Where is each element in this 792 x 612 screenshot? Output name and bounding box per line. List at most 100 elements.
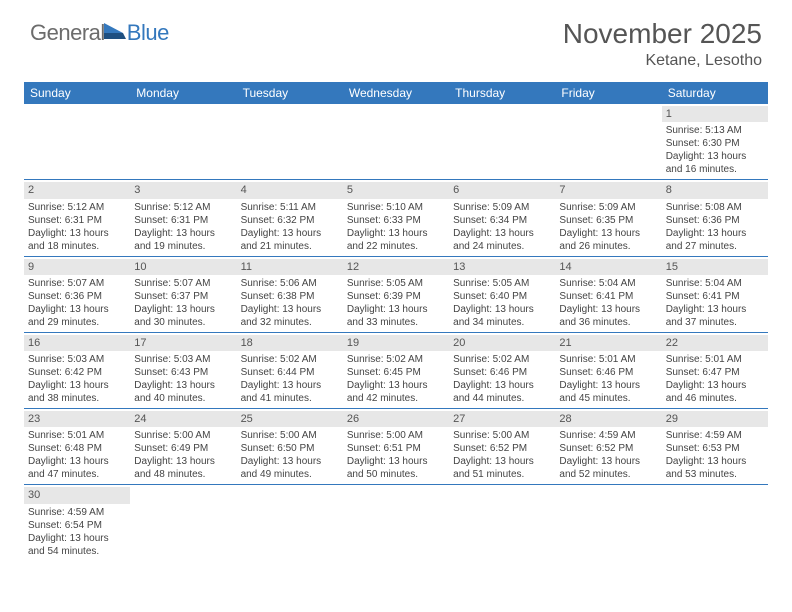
day-number-bar: 5	[343, 182, 449, 198]
daylight-line-2: and 19 minutes.	[134, 240, 232, 253]
sunset-line: Sunset: 6:36 PM	[666, 214, 764, 227]
day-number-bar: 17	[130, 335, 236, 351]
daylight-line-1: Daylight: 13 hours	[666, 455, 764, 468]
empty-cell	[343, 485, 449, 560]
day-cell: 17Sunrise: 5:03 AMSunset: 6:43 PMDayligh…	[130, 333, 236, 408]
day-cell: 15Sunrise: 5:04 AMSunset: 6:41 PMDayligh…	[662, 257, 768, 332]
day-of-week-header: SundayMondayTuesdayWednesdayThursdayFrid…	[24, 82, 768, 104]
day-number: 13	[453, 261, 465, 273]
day-number: 4	[241, 184, 247, 196]
empty-cell	[555, 485, 661, 560]
daylight-line-1: Daylight: 13 hours	[347, 227, 445, 240]
empty-cell	[237, 104, 343, 179]
sunrise-line: Sunrise: 5:12 AM	[28, 201, 126, 214]
empty-cell	[343, 104, 449, 179]
calendar: SundayMondayTuesdayWednesdayThursdayFrid…	[24, 82, 768, 561]
daylight-line-1: Daylight: 13 hours	[28, 303, 126, 316]
logo-general: General	[30, 20, 105, 46]
day-cell: 3Sunrise: 5:12 AMSunset: 6:31 PMDaylight…	[130, 180, 236, 255]
week-row: 2Sunrise: 5:12 AMSunset: 6:31 PMDaylight…	[24, 180, 768, 256]
day-number: 23	[28, 413, 40, 425]
sunset-line: Sunset: 6:34 PM	[453, 214, 551, 227]
daylight-line-2: and 51 minutes.	[453, 468, 551, 481]
sunrise-line: Sunrise: 4:59 AM	[666, 429, 764, 442]
sunrise-line: Sunrise: 5:06 AM	[241, 277, 339, 290]
day-cell: 8Sunrise: 5:08 AMSunset: 6:36 PMDaylight…	[662, 180, 768, 255]
sunrise-line: Sunrise: 5:09 AM	[453, 201, 551, 214]
sunrise-line: Sunrise: 5:08 AM	[666, 201, 764, 214]
sunset-line: Sunset: 6:30 PM	[666, 137, 764, 150]
day-number-bar: 20	[449, 335, 555, 351]
day-of-week-label: Wednesday	[343, 82, 449, 104]
sunset-line: Sunset: 6:35 PM	[559, 214, 657, 227]
sunrise-line: Sunrise: 5:00 AM	[134, 429, 232, 442]
daylight-line-2: and 44 minutes.	[453, 392, 551, 405]
day-number-bar: 10	[130, 259, 236, 275]
sunrise-line: Sunrise: 5:13 AM	[666, 124, 764, 137]
page-title: November 2025	[563, 18, 762, 50]
daylight-line-2: and 45 minutes.	[559, 392, 657, 405]
sunrise-line: Sunrise: 4:59 AM	[559, 429, 657, 442]
day-number: 22	[666, 337, 678, 349]
daylight-line-2: and 26 minutes.	[559, 240, 657, 253]
day-cell: 21Sunrise: 5:01 AMSunset: 6:46 PMDayligh…	[555, 333, 661, 408]
daylight-line-2: and 47 minutes.	[28, 468, 126, 481]
day-cell: 14Sunrise: 5:04 AMSunset: 6:41 PMDayligh…	[555, 257, 661, 332]
day-cell: 12Sunrise: 5:05 AMSunset: 6:39 PMDayligh…	[343, 257, 449, 332]
daylight-line-2: and 53 minutes.	[666, 468, 764, 481]
daylight-line-1: Daylight: 13 hours	[453, 455, 551, 468]
day-number: 25	[241, 413, 253, 425]
daylight-line-2: and 37 minutes.	[666, 316, 764, 329]
daylight-line-2: and 33 minutes.	[347, 316, 445, 329]
sunrise-line: Sunrise: 5:00 AM	[347, 429, 445, 442]
sunrise-line: Sunrise: 5:01 AM	[666, 353, 764, 366]
logo-flag-icon	[103, 21, 127, 46]
sunrise-line: Sunrise: 5:09 AM	[559, 201, 657, 214]
day-cell: 10Sunrise: 5:07 AMSunset: 6:37 PMDayligh…	[130, 257, 236, 332]
day-number: 12	[347, 261, 359, 273]
day-number-bar: 23	[24, 411, 130, 427]
day-number-bar: 9	[24, 259, 130, 275]
day-number-bar: 18	[237, 335, 343, 351]
daylight-line-2: and 38 minutes.	[28, 392, 126, 405]
sunrise-line: Sunrise: 5:03 AM	[28, 353, 126, 366]
day-cell: 7Sunrise: 5:09 AMSunset: 6:35 PMDaylight…	[555, 180, 661, 255]
day-number: 30	[28, 489, 40, 501]
day-cell: 18Sunrise: 5:02 AMSunset: 6:44 PMDayligh…	[237, 333, 343, 408]
day-cell: 13Sunrise: 5:05 AMSunset: 6:40 PMDayligh…	[449, 257, 555, 332]
sunset-line: Sunset: 6:48 PM	[28, 442, 126, 455]
daylight-line-2: and 41 minutes.	[241, 392, 339, 405]
day-number-bar: 26	[343, 411, 449, 427]
day-number: 21	[559, 337, 571, 349]
daylight-line-1: Daylight: 13 hours	[666, 150, 764, 163]
day-of-week-label: Thursday	[449, 82, 555, 104]
sunrise-line: Sunrise: 5:03 AM	[134, 353, 232, 366]
daylight-line-1: Daylight: 13 hours	[453, 227, 551, 240]
sunset-line: Sunset: 6:49 PM	[134, 442, 232, 455]
day-cell: 26Sunrise: 5:00 AMSunset: 6:51 PMDayligh…	[343, 409, 449, 484]
day-number: 5	[347, 184, 353, 196]
day-cell: 19Sunrise: 5:02 AMSunset: 6:45 PMDayligh…	[343, 333, 449, 408]
daylight-line-1: Daylight: 13 hours	[28, 379, 126, 392]
day-number-bar: 11	[237, 259, 343, 275]
day-number-bar: 13	[449, 259, 555, 275]
day-cell: 2Sunrise: 5:12 AMSunset: 6:31 PMDaylight…	[24, 180, 130, 255]
calendar-body: 1Sunrise: 5:13 AMSunset: 6:30 PMDaylight…	[24, 104, 768, 561]
daylight-line-1: Daylight: 13 hours	[453, 379, 551, 392]
day-cell: 27Sunrise: 5:00 AMSunset: 6:52 PMDayligh…	[449, 409, 555, 484]
sunrise-line: Sunrise: 5:04 AM	[559, 277, 657, 290]
daylight-line-2: and 34 minutes.	[453, 316, 551, 329]
day-number: 29	[666, 413, 678, 425]
day-number-bar: 3	[130, 182, 236, 198]
sunrise-line: Sunrise: 5:11 AM	[241, 201, 339, 214]
sunset-line: Sunset: 6:50 PM	[241, 442, 339, 455]
sunset-line: Sunset: 6:38 PM	[241, 290, 339, 303]
day-number: 27	[453, 413, 465, 425]
daylight-line-1: Daylight: 13 hours	[241, 303, 339, 316]
empty-cell	[237, 485, 343, 560]
day-number: 24	[134, 413, 146, 425]
day-number: 18	[241, 337, 253, 349]
day-of-week-label: Monday	[130, 82, 236, 104]
sunset-line: Sunset: 6:44 PM	[241, 366, 339, 379]
daylight-line-1: Daylight: 13 hours	[28, 532, 126, 545]
